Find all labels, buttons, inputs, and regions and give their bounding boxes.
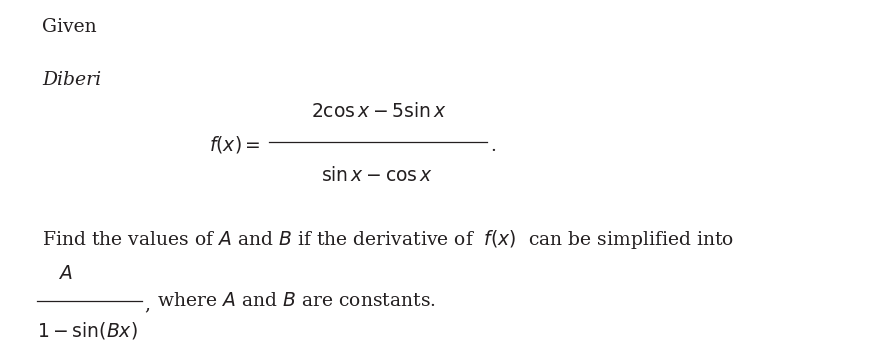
Text: where $A$ and $B$ are constants.: where $A$ and $B$ are constants.: [157, 292, 436, 310]
Text: Diberi: Diberi: [42, 71, 101, 89]
Text: $A$: $A$: [58, 264, 72, 283]
Text: Given: Given: [42, 18, 97, 36]
Text: $2\cos x - 5\sin x$: $2\cos x - 5\sin x$: [311, 102, 447, 121]
Text: Find the values of $A$ and $B$ if the derivative of  $f\left(x\right)$  can be s: Find the values of $A$ and $B$ if the de…: [42, 228, 734, 251]
Text: .: .: [490, 137, 496, 155]
Text: $\sin x - \cos x$: $\sin x - \cos x$: [321, 166, 433, 184]
Text: ,: ,: [144, 295, 150, 313]
Text: $f\left(x\right)=$: $f\left(x\right)=$: [209, 134, 261, 155]
Text: $1-\sin(Bx)$: $1-\sin(Bx)$: [37, 320, 138, 341]
